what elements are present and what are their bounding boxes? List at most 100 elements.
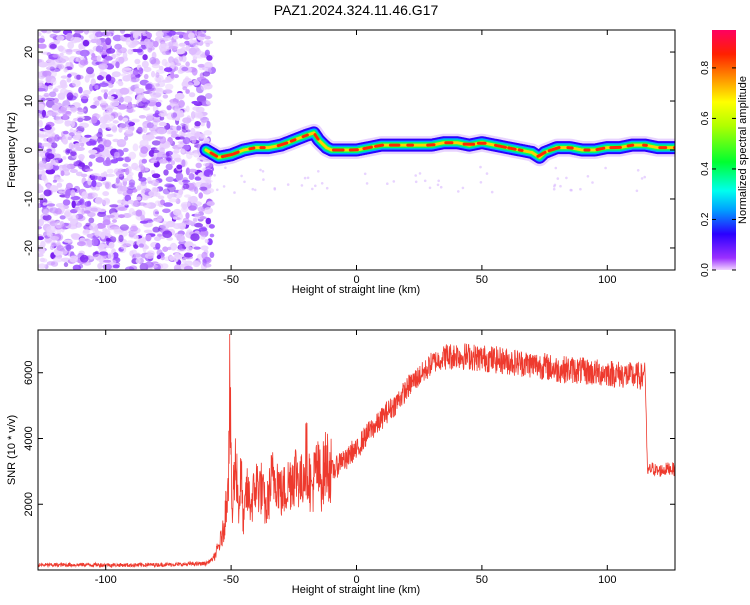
noise-blob [156, 77, 162, 83]
noise-blob [155, 243, 160, 250]
noise-blob [136, 49, 143, 53]
noise-blob [106, 174, 115, 177]
noise-blob [171, 154, 180, 160]
noise-blob [93, 228, 99, 233]
noise-blob [204, 83, 213, 89]
noise-blob [42, 258, 48, 262]
noise-blob [47, 261, 56, 265]
noise-blob [95, 197, 103, 204]
noise-blob [108, 83, 114, 88]
noise-blob [101, 101, 107, 105]
noise-blob [166, 221, 176, 228]
noise-dot [437, 184, 440, 187]
noise-blob [194, 31, 202, 37]
x-tick-label: -50 [223, 274, 239, 286]
noise-blob [176, 234, 185, 242]
noise-blob [52, 54, 59, 58]
noise-blob [146, 136, 152, 141]
noise-dot [311, 188, 314, 191]
noise-blob [94, 85, 98, 89]
noise-blob [164, 183, 174, 187]
noise-blob [103, 111, 110, 118]
noise-blob [203, 71, 211, 76]
ridge-peak [250, 148, 254, 149]
noise-blob [44, 93, 50, 97]
noise-blob [44, 178, 49, 184]
noise-blob [173, 209, 182, 216]
noise-blob [176, 63, 181, 66]
noise-blob [48, 112, 58, 116]
noise-blob [49, 91, 56, 97]
noise-blob [140, 183, 147, 190]
noise-blob [193, 261, 200, 267]
noise-blob [108, 253, 114, 260]
noise-blob [165, 62, 171, 68]
noise-blob [129, 179, 135, 186]
noise-dot [643, 176, 646, 179]
noise-blob [181, 67, 188, 72]
noise-blob [65, 148, 70, 155]
noise-blob [186, 82, 193, 86]
noise-blob [96, 157, 105, 163]
noise-dot [254, 189, 257, 192]
noise-blob [78, 87, 83, 94]
noise-blob [61, 170, 65, 176]
noise-blob [107, 215, 115, 218]
noise-blob [136, 197, 142, 201]
noise-blob [78, 207, 83, 214]
noise-blob [87, 240, 93, 246]
noise-blob [136, 210, 143, 217]
noise-blob [174, 104, 179, 112]
noise-blob [47, 203, 55, 206]
noise-blob [173, 216, 177, 219]
noise-blob [70, 151, 77, 156]
noise-dot [386, 182, 389, 185]
ridge-peak [364, 147, 372, 149]
noise-dot [213, 174, 216, 177]
noise-dot [317, 170, 320, 173]
noise-blob [206, 121, 210, 129]
noise-blob [68, 136, 72, 140]
noise-blob [157, 255, 161, 259]
noise-blob [66, 50, 73, 55]
noise-blob [119, 123, 129, 129]
x-tick-label: -100 [95, 574, 117, 586]
noise-blob [106, 238, 111, 242]
noise-dot [321, 182, 324, 185]
noise-blob [184, 253, 193, 258]
noise-blob [164, 67, 173, 72]
noise-blob [46, 226, 56, 233]
noise-blob [98, 63, 108, 69]
noise-blob [39, 134, 48, 137]
noise-blob [46, 184, 50, 189]
noise-blob [205, 93, 212, 99]
noise-blob [128, 44, 136, 48]
noise-dot [243, 181, 246, 184]
noise-blob [85, 75, 90, 83]
noise-blob [43, 202, 47, 205]
noise-blob [151, 95, 156, 99]
noise-blob [77, 118, 83, 123]
noise-blob [118, 186, 123, 191]
noise-dot [273, 187, 276, 190]
noise-blob [94, 254, 101, 260]
noise-blob [133, 143, 139, 151]
noise-blob [58, 45, 64, 51]
noise-dot [559, 185, 562, 188]
noise-blob [102, 198, 110, 205]
noise-blob [157, 128, 166, 135]
noise-blob [103, 264, 112, 270]
noise-blob [64, 245, 74, 250]
noise-blob [101, 232, 106, 240]
noise-blob [134, 88, 143, 93]
noise-dot [591, 181, 594, 184]
noise-blob [117, 139, 127, 147]
noise-blob [157, 234, 162, 237]
noise-blob [142, 54, 147, 60]
colorbar-label: Normalized spectral amplitude [737, 76, 749, 224]
noise-blob [118, 235, 123, 242]
noise-blob [116, 177, 120, 184]
ridge-peak [234, 152, 238, 154]
noise-blob [152, 227, 159, 233]
